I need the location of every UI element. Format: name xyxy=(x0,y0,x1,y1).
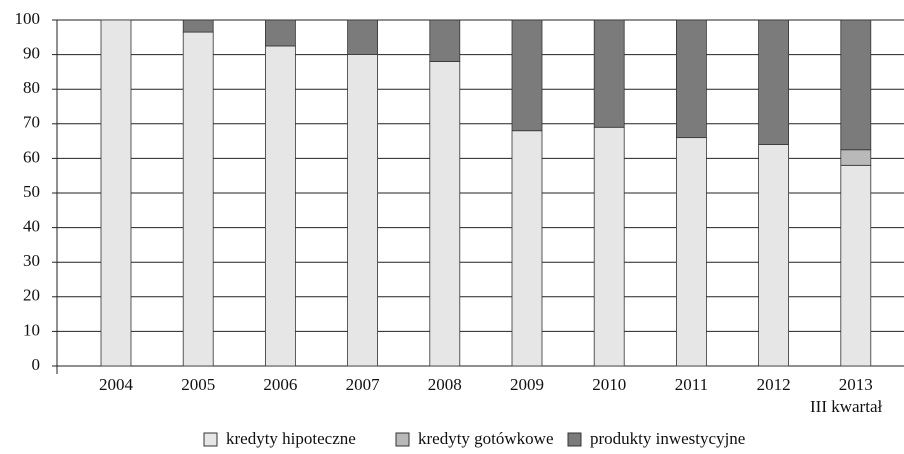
y-tick-label: 70 xyxy=(23,113,40,132)
legend-label: kredyty hipoteczne xyxy=(226,429,356,448)
bar-segment xyxy=(429,61,461,367)
x-tick-label: 2012 xyxy=(757,375,791,394)
x-tick-label: 2009 xyxy=(510,375,544,394)
legend-swatch xyxy=(567,432,582,447)
bar-segment xyxy=(676,19,707,139)
bar-segment xyxy=(347,54,379,367)
x-tick-label: 2010 xyxy=(592,375,626,394)
y-tick-label: 80 xyxy=(23,78,40,97)
annotation: III kwartał xyxy=(810,397,882,416)
y-tick-label: 90 xyxy=(23,44,40,63)
y-tick-label: 60 xyxy=(23,147,40,166)
bar-segment xyxy=(429,19,461,62)
bar-segment xyxy=(264,45,296,367)
bar-segment xyxy=(840,149,872,166)
bar-segment xyxy=(758,144,789,367)
bar-segment xyxy=(758,19,789,145)
legend-label: kredyty gotówkowe xyxy=(418,429,554,448)
legend-label: produkty inwestycyjne xyxy=(590,429,745,448)
bar-segment xyxy=(100,19,132,367)
x-tick-label: 2013 xyxy=(839,375,873,394)
bar-segment xyxy=(676,137,707,367)
x-tick-label: 2007 xyxy=(346,375,381,394)
bar-segment xyxy=(511,130,543,367)
bar-segment xyxy=(182,31,214,367)
y-tick-label: 100 xyxy=(15,9,41,28)
x-tick-label: 2006 xyxy=(263,375,297,394)
y-tick-label: 50 xyxy=(23,182,40,201)
bar-segment xyxy=(182,19,214,33)
legend-swatch xyxy=(203,432,218,447)
x-tick-label: 2005 xyxy=(181,375,215,394)
bar-segment xyxy=(593,19,625,128)
bar-segment xyxy=(347,19,379,55)
y-tick-label: 10 xyxy=(23,320,40,339)
legend-swatch xyxy=(395,432,410,447)
x-tick-label: 2008 xyxy=(428,375,462,394)
y-tick-label: 30 xyxy=(23,251,40,270)
bar-segment xyxy=(511,19,543,132)
x-tick-label: 2011 xyxy=(675,375,708,394)
bar-segment xyxy=(840,19,872,151)
y-tick-label: 0 xyxy=(32,355,41,374)
y-tick-label: 40 xyxy=(23,217,40,236)
x-tick-label: 2004 xyxy=(99,375,134,394)
bar-segment xyxy=(840,164,872,367)
y-tick-label: 20 xyxy=(23,286,40,305)
bar-segment xyxy=(264,19,296,47)
bar-segment xyxy=(593,126,625,367)
